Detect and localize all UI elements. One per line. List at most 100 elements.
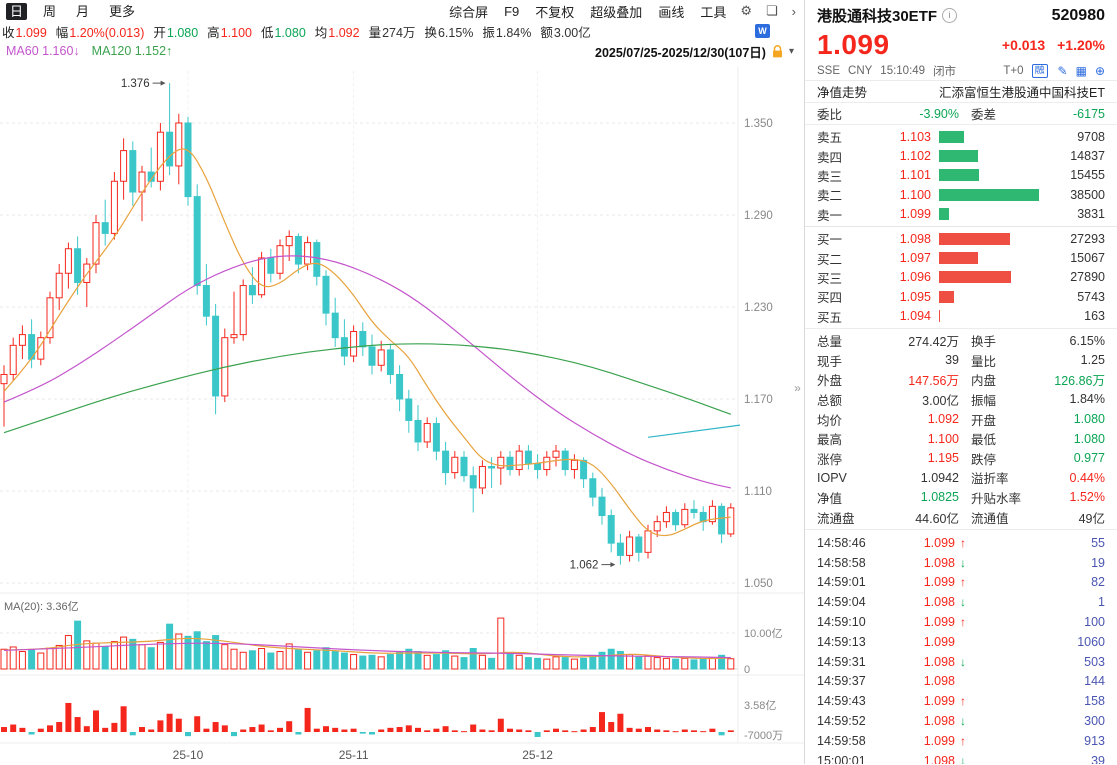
collapse-right-icon[interactable]: › (792, 4, 796, 19)
candle (535, 463, 541, 469)
svg-text:1.110: 1.110 (744, 486, 772, 498)
bid-depth-fill (939, 252, 978, 264)
stat-label: 最低 (959, 429, 1035, 448)
book-price: 1.099 (861, 207, 931, 221)
candle (167, 132, 173, 166)
stat-value: 3.00亿 (875, 390, 959, 409)
nav-trend-link[interactable]: 净值走势 (817, 82, 867, 101)
candle (673, 512, 679, 524)
toolbar-menu-item[interactable]: 工具 (700, 2, 726, 21)
add-icon[interactable]: ⊕ (1095, 64, 1105, 78)
chevron-down-icon[interactable]: ▾ (789, 46, 794, 57)
edit-icon[interactable]: ✎ (1058, 64, 1068, 78)
ask-depth-fill (939, 150, 978, 162)
down-arrow-icon: ↓ (955, 655, 971, 669)
candle (194, 197, 200, 286)
grid-icon[interactable]: ▦ (1076, 64, 1087, 78)
book-volume: 163 (1039, 309, 1105, 323)
tick-time: 14:59:01 (817, 575, 881, 589)
ask-depth-fill (939, 208, 949, 220)
period-tab[interactable]: 日 (6, 3, 27, 20)
stat-label: 高 (207, 26, 220, 40)
toolbar-menu-item[interactable]: F9 (504, 4, 519, 19)
up-arrow-icon: ↑ (955, 536, 971, 550)
up-arrow-icon: ↑ (955, 694, 971, 708)
period-tab[interactable]: 更多 (105, 3, 139, 20)
depth-bar (939, 169, 1039, 181)
ask-depth-fill (939, 169, 979, 181)
toolbar-menu: 综合屏 F9 不复权超级叠加画线工具 (449, 2, 726, 21)
panel-collapse-handle[interactable]: » (792, 376, 803, 400)
margin-tag: 融 (1032, 64, 1048, 78)
candle (682, 509, 688, 524)
lock-icon[interactable] (772, 45, 783, 58)
tick-time: 15:00:01 (817, 754, 881, 765)
book-volume: 27890 (1039, 270, 1105, 284)
candle (277, 246, 283, 274)
svg-text:MA(20): 3.36亿: MA(20): 3.36亿 (4, 600, 79, 613)
period-tab[interactable]: 月 (72, 3, 93, 20)
ask-depth-fill (939, 189, 1039, 201)
stat-value: 1.20%(0.013) (69, 26, 144, 40)
book-volume: 14837 (1039, 149, 1105, 163)
wencai-icon[interactable]: W (755, 24, 770, 38)
date-range-wrap: 2025/07/25-2025/12/30(107日) ▾ (595, 42, 794, 61)
toolbar-menu-item[interactable]: 画线 (658, 2, 684, 21)
market-info-row: SSE CNY 15:10:49 闭市 T+0 融 ✎ ▦ ⊕ (805, 61, 1117, 80)
candle (461, 457, 467, 475)
currency-label: CNY (848, 65, 872, 77)
book-divider (805, 226, 1117, 227)
toolbar-menu-item[interactable]: 不复权 (535, 2, 574, 21)
candle (479, 466, 485, 487)
t0-label: T+0 (1003, 65, 1023, 77)
stat-label: 额 (540, 26, 553, 40)
svg-text:1.376: 1.376 (121, 78, 150, 90)
toolbar-menu-item[interactable]: 超级叠加 (590, 2, 642, 21)
depth-bar (939, 189, 1039, 201)
svg-text:1.170: 1.170 (744, 394, 773, 406)
tick-time: 14:59:10 (817, 615, 881, 629)
tick-price: 1.098 (881, 714, 955, 728)
price-row: 1.099 +0.013 +1.20% (805, 28, 1117, 61)
candle (157, 132, 163, 181)
candle (75, 249, 81, 283)
candle (470, 476, 476, 488)
info-icon[interactable]: i (942, 8, 957, 23)
toolbar-menu-item[interactable]: 综合屏 (449, 2, 488, 21)
candle (489, 466, 495, 468)
tick-time: 14:59:52 (817, 714, 881, 728)
period-tab[interactable]: 周 (39, 3, 60, 20)
stat-value: 1.100 (221, 26, 252, 40)
book-price: 1.094 (861, 309, 931, 323)
stat-label: 收 (2, 26, 15, 40)
tick-price: 1.098 (881, 595, 955, 609)
book-level-label: 卖五 (817, 127, 861, 146)
exchange-label: SSE (817, 65, 840, 77)
candle (507, 457, 513, 469)
settings-gear-icon[interactable]: ⚙ (740, 3, 752, 19)
linked-fund-name[interactable]: 汇添富恒生港股通中国科技ET (939, 82, 1105, 101)
screenshot-icon[interactable]: ❏ (766, 3, 778, 19)
candle (691, 509, 697, 512)
book-level-label: 买三 (817, 268, 861, 287)
candle (351, 332, 357, 357)
